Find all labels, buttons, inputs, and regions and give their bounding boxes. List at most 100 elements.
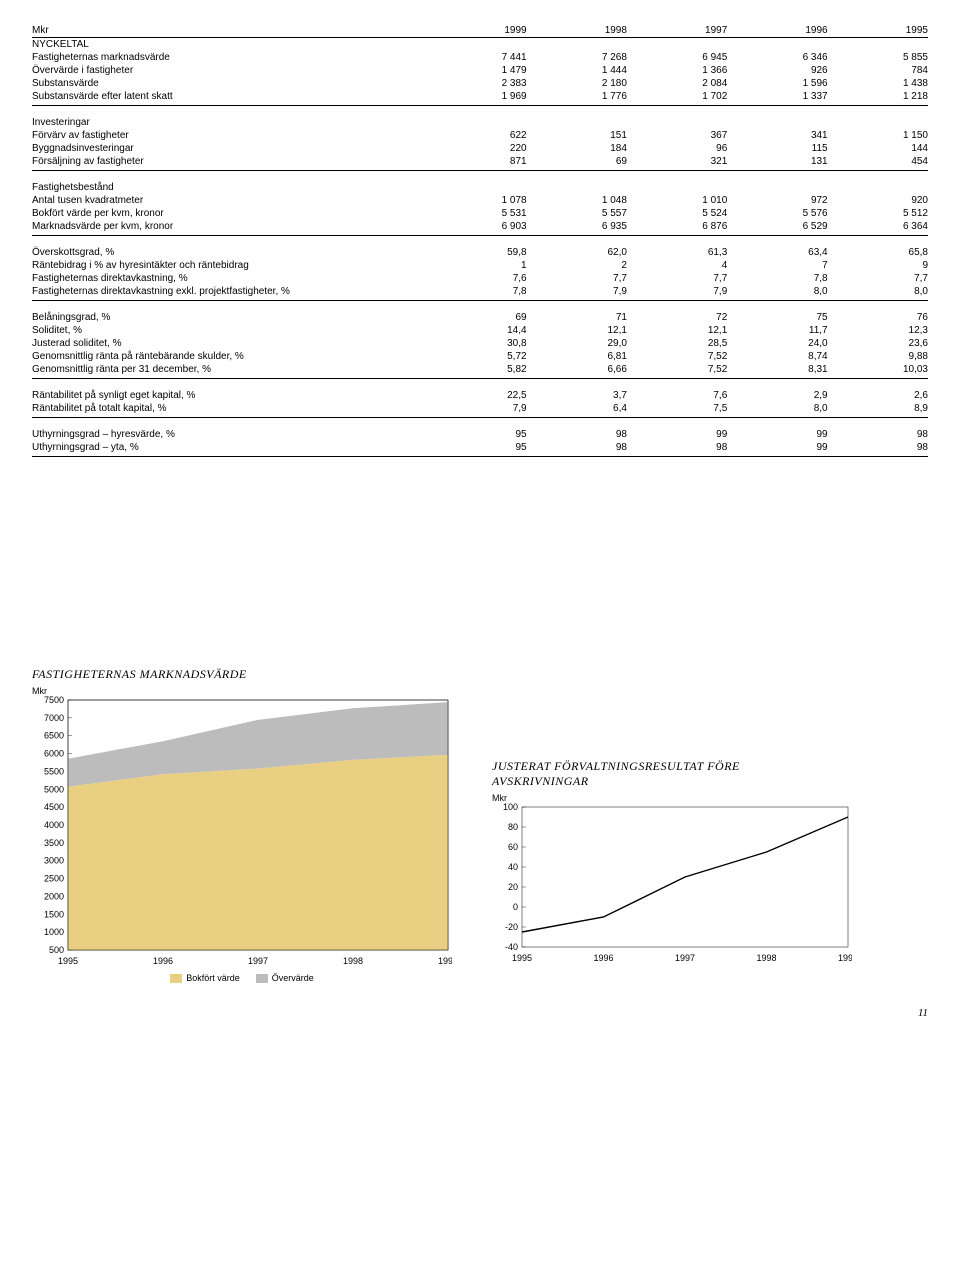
cell: 12,1 [527,324,627,337]
cell: 7,9 [426,402,526,415]
cell: 1 337 [727,90,827,103]
svg-text:6500: 6500 [44,731,64,741]
legend-label: Övervärde [272,973,314,983]
table-row: Förvärv av fastigheter6221513673411 150 [32,129,928,142]
svg-text:500: 500 [49,945,64,955]
cell: 6 876 [627,220,727,233]
cell: 7,6 [627,389,727,402]
row-label: Försäljning av fastigheter [32,155,426,168]
cell: 6 529 [727,220,827,233]
cell: 1 366 [627,64,727,77]
cell: 12,3 [828,324,928,337]
svg-text:2500: 2500 [44,874,64,884]
cell: 2 [527,259,627,272]
cell: 8,0 [727,285,827,298]
cell: 72 [627,311,727,324]
cell: 24,0 [727,337,827,350]
cell: 7,52 [627,350,727,363]
table-row: Räntabilitet på totalt kapital, %7,96,47… [32,402,928,415]
area-chart: 5001000150020002500300035004000450050005… [32,696,452,966]
table-row: Övervärde i fastigheter1 4791 4441 36692… [32,64,928,77]
cell: 59,8 [426,246,526,259]
row-label: Substansvärde efter latent skatt [32,90,426,103]
svg-text:-20: -20 [505,922,518,932]
cell: 98 [527,441,627,454]
row-label: Fastigheternas marknadsvärde [32,51,426,64]
table-row: Antal tusen kvadratmeter1 0781 0481 0109… [32,194,928,207]
table-row: Räntebidrag i % av hyresintäkter och rän… [32,259,928,272]
cell: 75 [727,311,827,324]
svg-text:2000: 2000 [44,891,64,901]
row-label: Uthyrningsgrad – hyresvärde, % [32,428,426,441]
cell: 5 531 [426,207,526,220]
svg-text:20: 20 [508,882,518,892]
cell: 7,8 [727,272,827,285]
cell: 71 [527,311,627,324]
cell: 2,9 [727,389,827,402]
cell: 6 903 [426,220,526,233]
svg-text:4000: 4000 [44,820,64,830]
cell: 7,7 [627,272,727,285]
cell: 10,03 [828,363,928,376]
row-label: Belåningsgrad, % [32,311,426,324]
svg-text:1995: 1995 [58,956,78,966]
cell: 5 855 [828,51,928,64]
cell: 5,82 [426,363,526,376]
row-label: Övervärde i fastigheter [32,64,426,77]
year-col: 1997 [627,24,727,38]
row-label: Substansvärde [32,77,426,90]
cell: 784 [828,64,928,77]
year-col: 1999 [426,24,526,38]
cell: 367 [627,129,727,142]
table-row: Överskottsgrad, %59,862,061,363,465,8 [32,246,928,259]
cell: 220 [426,142,526,155]
cell: 1 776 [527,90,627,103]
cell: 5 524 [627,207,727,220]
chart1-title: FASTIGHETERNAS MARKNADSVÄRDE [32,667,452,682]
row-label: Marknadsvärde per kvm, kronor [32,220,426,233]
cell: 30,8 [426,337,526,350]
table-row: Justerad soliditet, %30,829,028,524,023,… [32,337,928,350]
svg-text:4500: 4500 [44,802,64,812]
cell: 2 383 [426,77,526,90]
section-title: Fastighetsbestånd [32,181,426,194]
chart1-unit: Mkr [32,686,452,696]
svg-text:60: 60 [508,842,518,852]
line-chart-container: JUSTERAT FÖRVALTNINGSRESULTAT FÖRE AVSKR… [492,759,852,983]
cell: 14,4 [426,324,526,337]
svg-text:6000: 6000 [44,749,64,759]
line-chart: -40-2002040608010019951996199719981999 [492,803,852,963]
table-header-row: Mkr 1999 1998 1997 1996 1995 [32,24,928,38]
cell: 23,6 [828,337,928,350]
cell: 2 180 [527,77,627,90]
cell: 6,81 [527,350,627,363]
cell: 6,66 [527,363,627,376]
row-label: Fastigheternas direktavkastning, % [32,272,426,285]
cell: 1 969 [426,90,526,103]
svg-text:100: 100 [503,803,518,812]
svg-text:1999: 1999 [838,953,852,963]
table-row: Fastigheternas direktavkastning, %7,67,7… [32,272,928,285]
cell: 115 [727,142,827,155]
svg-text:3500: 3500 [44,838,64,848]
row-label: Uthyrningsgrad – yta, % [32,441,426,454]
table-row: Genomsnittlig ränta per 31 december, %5,… [32,363,928,376]
row-label: Soliditet, % [32,324,426,337]
row-label: Genomsnittlig ränta på räntebärande skul… [32,350,426,363]
cell: 95 [426,428,526,441]
svg-text:7000: 7000 [44,713,64,723]
cell: 7,52 [627,363,727,376]
cell: 6,4 [527,402,627,415]
cell: 1 444 [527,64,627,77]
cell: 1 078 [426,194,526,207]
cell: 972 [727,194,827,207]
svg-text:40: 40 [508,862,518,872]
cell: 454 [828,155,928,168]
svg-text:1998: 1998 [756,953,776,963]
cell: 184 [527,142,627,155]
svg-text:0: 0 [513,902,518,912]
cell: 1 596 [727,77,827,90]
cell: 65,8 [828,246,928,259]
cell: 7,7 [828,272,928,285]
cell: 144 [828,142,928,155]
